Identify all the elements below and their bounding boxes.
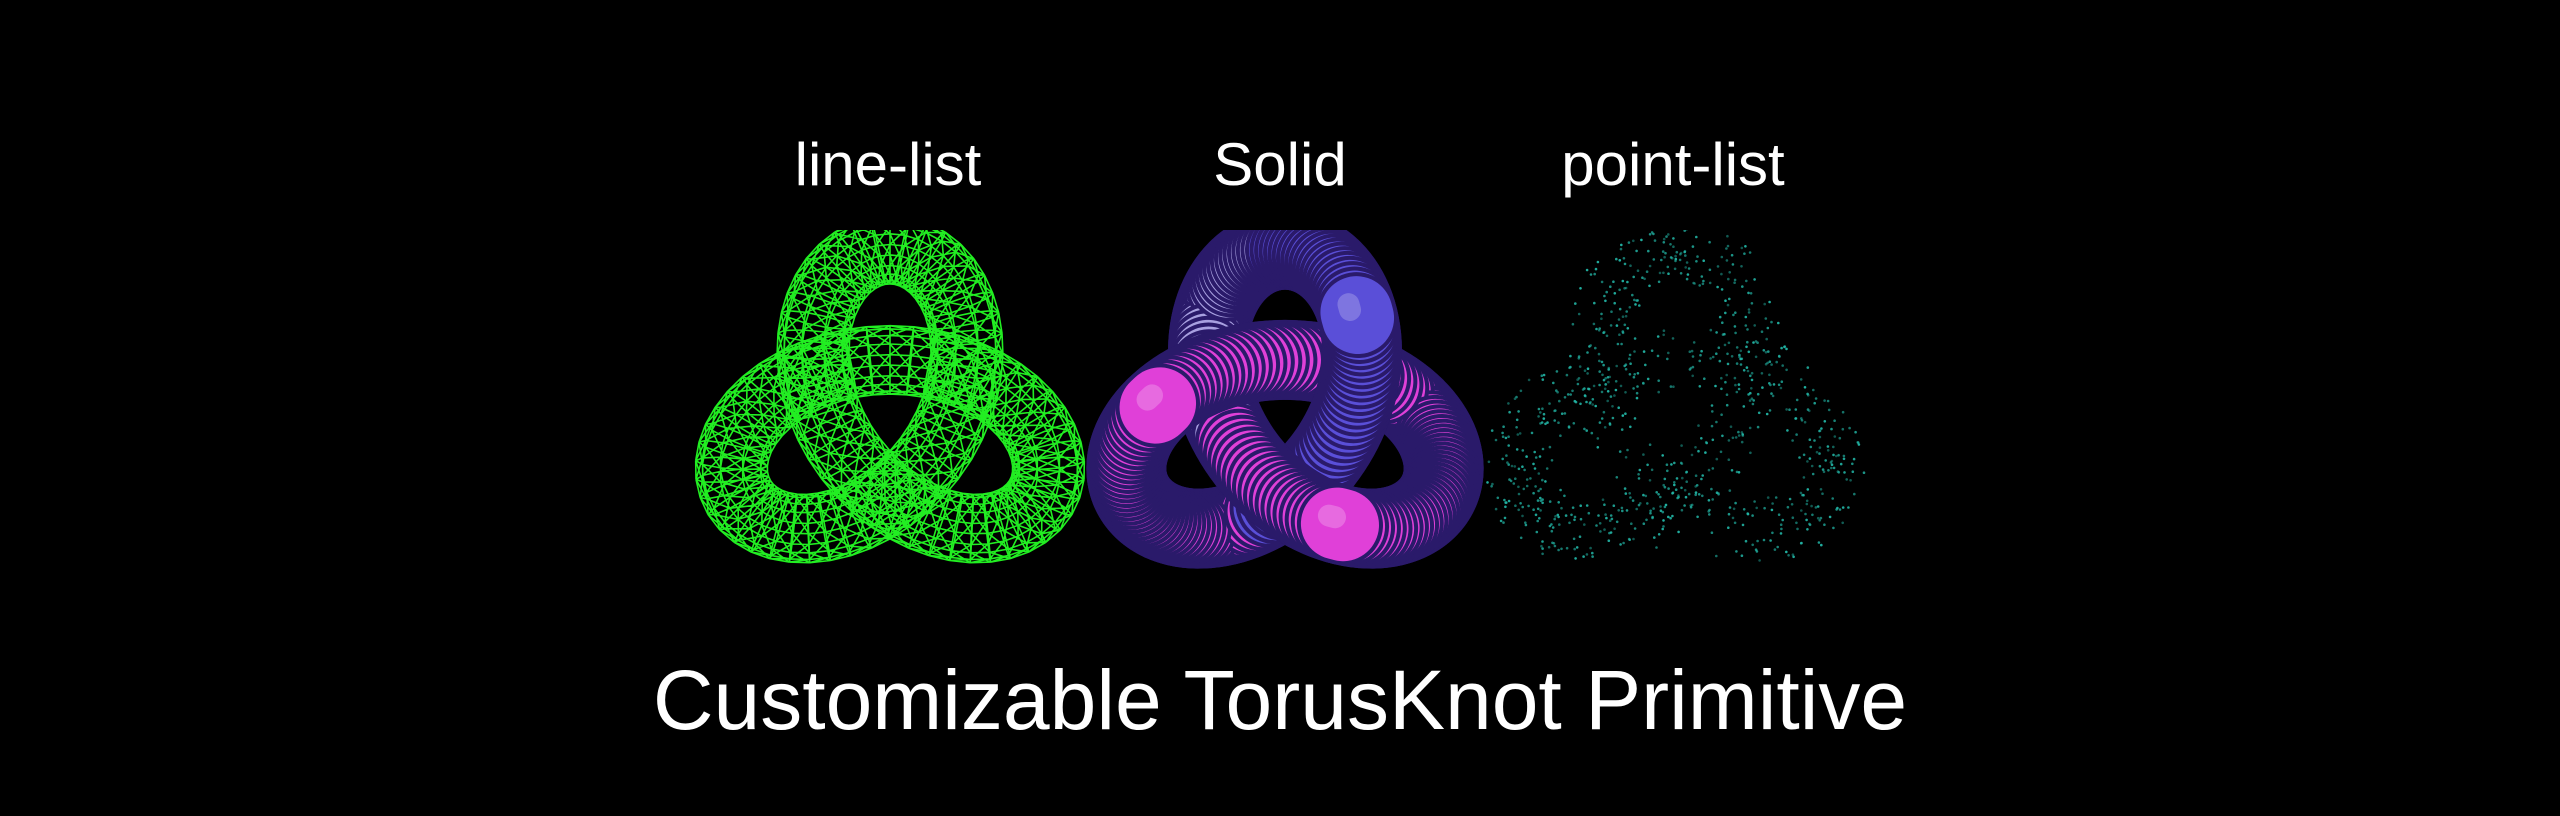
solid-label: Solid [1213, 131, 1347, 198]
wireframe-knot-drawing [694, 230, 1086, 564]
solid-knot-drawing [1086, 230, 1484, 569]
line-list-label: line-list [794, 131, 982, 198]
wireframe-torus-knot [680, 230, 1100, 610]
solid-torus-knot [1075, 230, 1495, 610]
point-cloud [1486, 230, 1866, 562]
wireframe-mesh [694, 230, 1086, 564]
point-list-label: point-list [1561, 131, 1785, 198]
point-cloud-torus-knot [1465, 230, 1885, 610]
point-knot-drawing [1486, 230, 1866, 562]
page-title: Customizable TorusKnot Primitive [652, 653, 1908, 747]
solid-tube [1086, 230, 1484, 569]
